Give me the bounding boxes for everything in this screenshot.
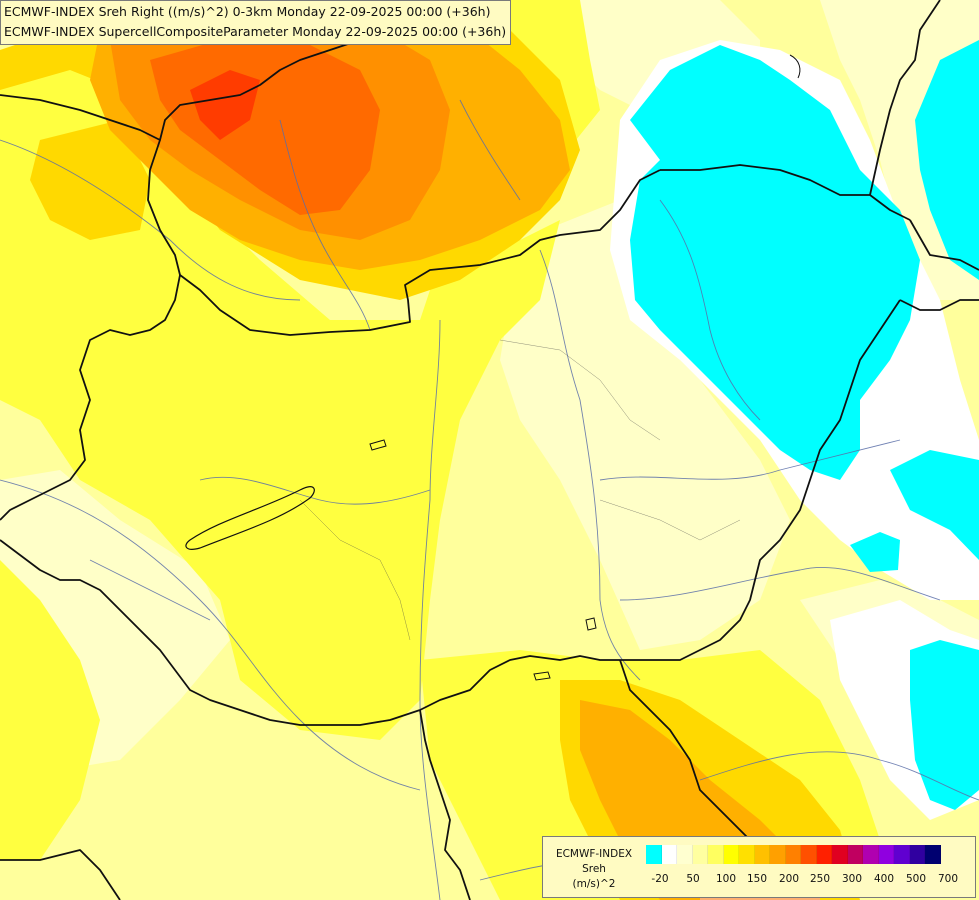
legend-swatch: [739, 845, 755, 864]
border-east-5: [899, 299, 979, 311]
lake-small-2: [533, 671, 551, 681]
legend-swatch: [754, 845, 770, 864]
legend-swatch: [692, 845, 708, 864]
lake-small-1: [369, 439, 387, 451]
legend-tick-label: 150: [746, 873, 768, 885]
title-line-scp: ECMWF-INDEX SupercellCompositeParameter …: [4, 24, 507, 39]
river-3: [419, 319, 441, 900]
pale-region-center: [500, 200, 790, 650]
color-legend: ECMWF-INDEX Sreh (m/s)^2 -20 50 100 150 200 2…: [542, 836, 976, 898]
river-5: [0, 479, 421, 791]
cyan-region-main: [630, 45, 920, 480]
cyan-region-small: [850, 532, 900, 572]
river-9: [659, 199, 761, 421]
river-12: [89, 559, 211, 621]
border-east-2: [869, 0, 941, 196]
border-east-4: [419, 299, 901, 711]
yellow-region-left-edge: [0, 560, 100, 860]
border-south-1: [419, 709, 471, 900]
legend-swatch: [785, 845, 801, 864]
border-east-3: [909, 219, 979, 271]
gold-region-mid: [30, 120, 150, 240]
legend-swatch: [832, 845, 848, 864]
legend-swatch: [646, 845, 662, 864]
red-region: [190, 70, 260, 140]
legend-title-1: ECMWF-INDEX: [555, 848, 633, 860]
river-6: [599, 439, 901, 481]
lake-balaton: [185, 486, 315, 550]
region-border-2: [299, 499, 411, 641]
river-11: [199, 476, 431, 505]
legend-tick-label: -20: [651, 873, 669, 885]
legend-swatch: [677, 845, 693, 864]
legend-swatch: [723, 845, 739, 864]
legend-tick-label: 500: [905, 873, 927, 885]
region-borders: [299, 339, 741, 641]
legend-tick-label: 50: [686, 873, 700, 885]
legend-swatch: [847, 845, 863, 864]
legend-label: ECMWF-INDEX Sreh (m/s)^2: [547, 847, 641, 892]
legend-tick-label: 200: [778, 873, 800, 885]
legend-swatch: [801, 845, 817, 864]
river-7: [699, 751, 979, 801]
legend-swatch: [894, 845, 910, 864]
river-8: [619, 566, 941, 601]
cyan-region-far-east: [890, 450, 979, 560]
legend-swatch: [878, 845, 894, 864]
legend-swatch: [909, 845, 925, 864]
border-west: [0, 274, 181, 521]
legend-tick-label: 100: [715, 873, 737, 885]
title-line-sreh: ECMWF-INDEX Sreh Right ((m/s)^2) 0-3km M…: [4, 4, 491, 19]
legend-tick-label: 400: [873, 873, 895, 885]
legend-tick-label: 250: [809, 873, 831, 885]
legend-title-2: Sreh: [582, 863, 606, 875]
legend-swatch: [925, 845, 941, 864]
region-border-3: [599, 499, 741, 541]
legend-ticks: -20 50 100 150 200 250 300 400 500 700: [646, 873, 971, 887]
lake-small-3: [585, 617, 597, 631]
border-southwest: [0, 539, 421, 726]
river-1: [0, 139, 301, 301]
legend-unit: (m/s)^2: [572, 878, 616, 890]
legend-swatch: [770, 845, 786, 864]
region-border-1: [499, 339, 661, 441]
river-4: [539, 249, 641, 681]
legend-swatch: [708, 845, 724, 864]
legend-swatch: [661, 845, 677, 864]
legend-swatch: [863, 845, 879, 864]
border-east-1: [660, 164, 911, 221]
river-2: [279, 119, 371, 331]
legend-swatches: [646, 845, 941, 864]
cyan-region-southeast: [910, 640, 979, 810]
cyan-region-east: [915, 40, 979, 280]
legend-tick-label: 700: [937, 873, 959, 885]
map-title-box: ECMWF-INDEX Sreh Right ((m/s)^2) 0-3km M…: [0, 0, 512, 45]
border-south-3: [0, 849, 121, 900]
legend-swatch: [816, 845, 832, 864]
river-10: [459, 99, 521, 201]
lake-small-4: [789, 54, 801, 79]
legend-tick-label: 300: [841, 873, 863, 885]
rivers: [0, 99, 979, 900]
border-northwest-loop: [147, 139, 661, 336]
